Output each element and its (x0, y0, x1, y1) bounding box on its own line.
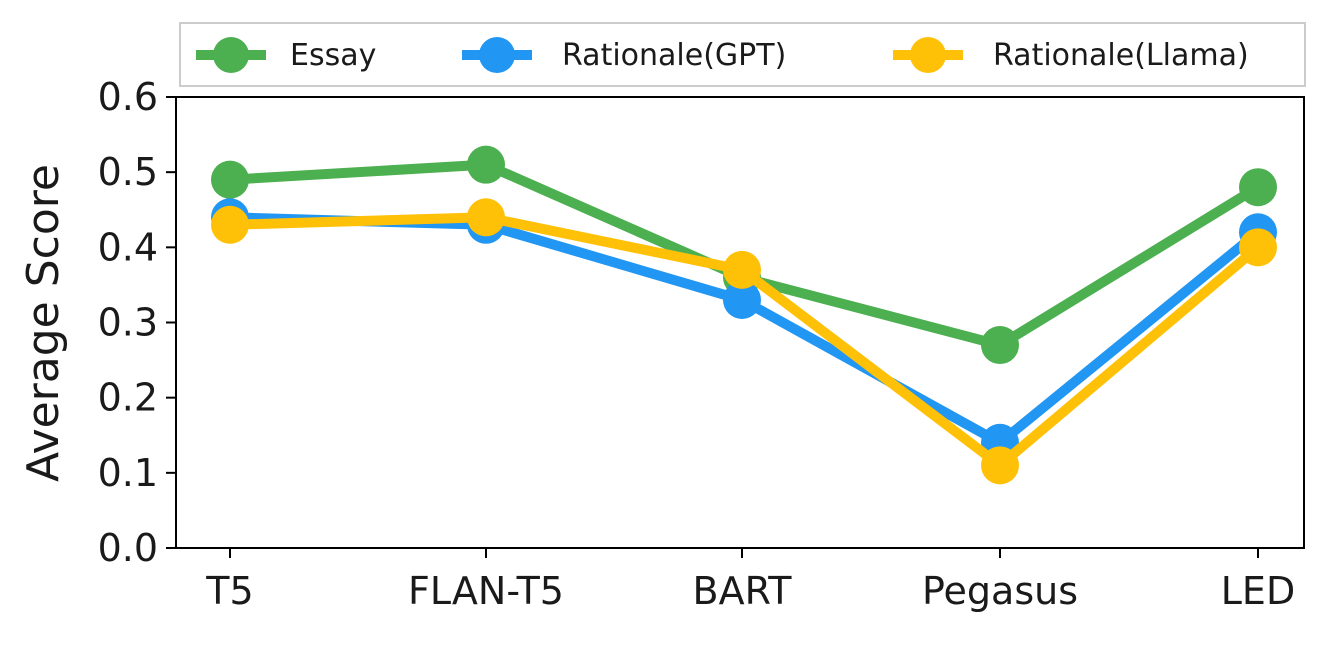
x-axis: T5 FLAN-T5 BART Pegasus LED (205, 548, 1295, 613)
x-tick-label: Pegasus (922, 569, 1078, 613)
legend-marker-rationale-gpt (479, 37, 515, 73)
data-point-rationale-gpt (723, 280, 761, 319)
legend: Essay Rationale(GPT) Rationale(Llama) (179, 22, 1306, 87)
data-point-essay (1239, 168, 1277, 207)
legend-box (179, 22, 1306, 87)
x-tick-label: FLAN-T5 (408, 569, 564, 613)
legend-marker-rationale-llama (910, 37, 946, 73)
data-point-essay (211, 160, 249, 199)
data-point-essay (981, 326, 1019, 365)
data-point-rationale-llama (723, 250, 761, 289)
legend-marker-essay (213, 37, 249, 73)
legend-item-rationale-gpt: Rationale(GPT) (462, 37, 786, 73)
legend-label-rationale-gpt: Rationale(GPT) (562, 38, 786, 73)
legend-label-essay: Essay (290, 38, 376, 73)
x-tick-label: BART (693, 569, 793, 613)
series-layer (211, 145, 1277, 485)
y-tick-label: 0.4 (98, 225, 158, 269)
y-tick-label: 0.6 (98, 75, 158, 119)
data-point-rationale-llama (981, 446, 1019, 485)
x-tick-label: LED (1221, 569, 1295, 613)
data-point-rationale-llama (1239, 228, 1277, 267)
y-tick-label: 0.5 (98, 150, 158, 194)
y-tick-label: 0.3 (98, 301, 158, 345)
data-point-rationale-llama (211, 205, 249, 244)
data-point-essay (467, 145, 505, 184)
y-tick-label: 0.0 (98, 526, 158, 570)
y-axis: 0.0 0.1 0.2 0.3 0.4 0.5 0.6 (98, 75, 176, 570)
y-tick-label: 0.1 (98, 451, 158, 495)
x-tick-label: T5 (205, 569, 253, 613)
legend-item-rationale-llama: Rationale(Llama) (893, 37, 1249, 73)
y-tick-label: 0.2 (98, 376, 158, 420)
legend-item-essay: Essay (196, 37, 376, 73)
data-point-rationale-llama (467, 198, 505, 237)
legend-label-rationale-llama: Rationale(Llama) (993, 38, 1249, 73)
y-axis-title: Average Score (18, 164, 69, 482)
plot-frame (175, 96, 1305, 549)
